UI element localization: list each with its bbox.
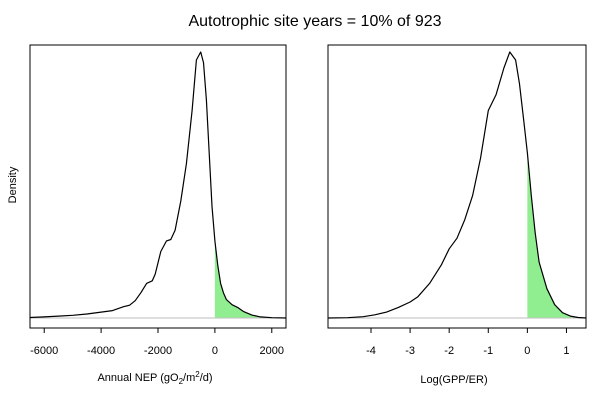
panel-nep: -6000 -4000 -2000 0 2000 Annual NEP (gO2/m2/d… <box>29 44 287 386</box>
plot-frame <box>29 44 287 329</box>
x-tick-label: 0 <box>524 345 530 357</box>
x-tick-label: -1 <box>483 345 493 357</box>
plot-frame <box>327 44 587 329</box>
density-curve <box>327 51 587 319</box>
x-tick-label: -2 <box>444 345 454 357</box>
x-axis-label: Log(GPP/ER) <box>420 374 487 386</box>
panel-log-ratio: -4 -3 -2 -1 0 1 Log(GPP/ER) <box>327 44 587 386</box>
shaded-region-positive <box>214 240 286 318</box>
density-curve <box>29 51 287 319</box>
shaded-region-positive <box>527 153 586 318</box>
x-axis-label: Annual NEP (gO2/m2/d) <box>97 370 212 386</box>
x-tick-label: 0 <box>212 345 218 357</box>
x-tick-label: -2000 <box>144 345 172 357</box>
x-tick-label: 1 <box>563 345 569 357</box>
chart-title: Autotrophic site years = 10% of 923 <box>188 13 441 30</box>
x-tick-label: -3 <box>405 345 415 357</box>
x-tick-label: -6000 <box>30 345 58 357</box>
x-tick-label: -4 <box>366 345 376 357</box>
y-axis-label: Density <box>7 166 19 203</box>
x-tick-label: -4000 <box>87 345 115 357</box>
x-tick-label: 2000 <box>260 345 284 357</box>
